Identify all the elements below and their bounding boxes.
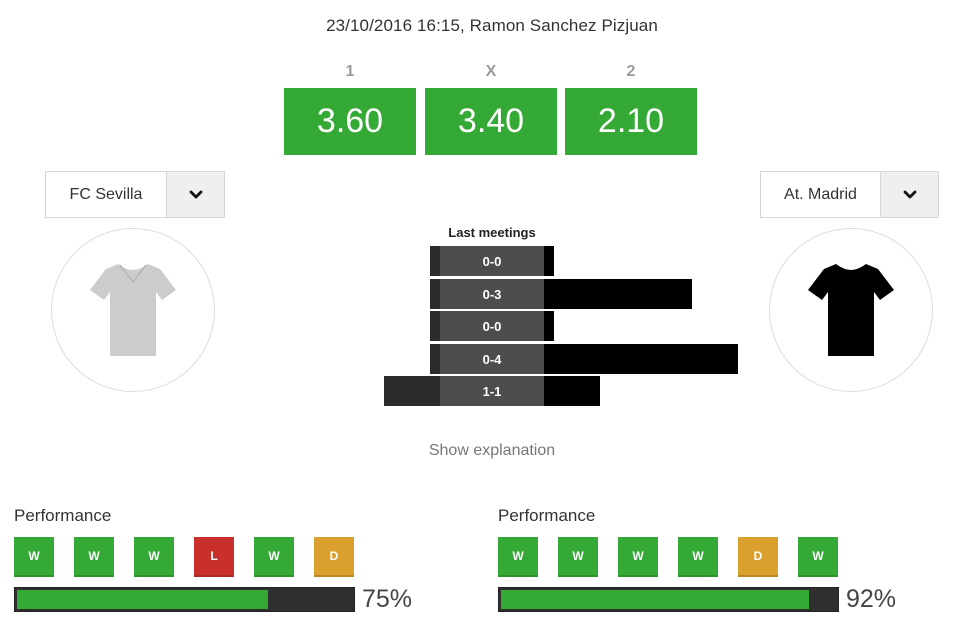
away-performance-fill <box>501 590 809 609</box>
home-performance-bar <box>14 587 355 612</box>
form-badge-w: W <box>134 537 174 577</box>
form-badge-w: W <box>618 537 658 577</box>
show-explanation-link[interactable]: Show explanation <box>428 442 556 459</box>
home-shirt-circle <box>51 228 215 392</box>
form-badge-d: D <box>314 537 354 577</box>
form-badge-w: W <box>558 537 598 577</box>
meeting-row: 0-0 <box>0 246 971 276</box>
home-performance-title: Performance <box>14 506 112 525</box>
form-badge-w: W <box>74 537 114 577</box>
match-info: 23/10/2016 16:15, Ramon Sanchez Pizjuan <box>326 16 658 35</box>
home-team-name: FC Sevilla <box>69 185 143 203</box>
away-team-dropdown-toggle[interactable] <box>880 172 938 217</box>
away-performance-bar <box>498 587 839 612</box>
away-shirt-circle <box>769 228 933 392</box>
form-badge-l: L <box>194 537 234 577</box>
meeting-score: 0-0 <box>440 246 544 276</box>
away-performance-title: Performance <box>498 506 596 525</box>
away-team-name: At. Madrid <box>784 185 857 203</box>
away-performance-percent: 92% <box>846 585 897 613</box>
odds-button-away[interactable]: 2.10 <box>565 88 697 155</box>
form-badge-w: W <box>798 537 838 577</box>
home-team-select[interactable]: FC Sevilla <box>45 171 225 218</box>
meeting-row: 0-3 <box>0 279 971 309</box>
away-team-select[interactable]: At. Madrid <box>760 171 939 218</box>
odds-label-home: 1 <box>345 63 355 80</box>
odds-button-home[interactable]: 3.60 <box>284 88 416 155</box>
odds-label-away: 2 <box>626 63 636 80</box>
meeting-row: 0-4 <box>0 344 971 374</box>
meeting-score: 1-1 <box>440 376 544 406</box>
chevron-down-icon <box>903 190 916 198</box>
home-team-dropdown-toggle[interactable] <box>166 172 224 217</box>
meeting-score: 0-0 <box>440 311 544 341</box>
form-badge-w: W <box>498 537 538 577</box>
odds-label-draw: X <box>485 63 497 80</box>
form-badge-w: W <box>678 537 718 577</box>
home-performance-percent: 75% <box>362 585 413 613</box>
form-badge-w: W <box>254 537 294 577</box>
home-shirt-icon <box>90 264 176 356</box>
meeting-row: 0-0 <box>0 311 971 341</box>
form-badge-w: W <box>14 537 54 577</box>
home-performance-fill <box>17 590 268 609</box>
last-meetings-title: Last meetings <box>448 225 536 240</box>
chevron-down-icon <box>189 190 202 198</box>
away-shirt-icon <box>808 264 894 356</box>
meeting-score: 0-4 <box>440 344 544 374</box>
odds-button-draw[interactable]: 3.40 <box>425 88 557 155</box>
form-badge-d: D <box>738 537 778 577</box>
meeting-row: 1-1 <box>0 376 971 406</box>
meeting-score: 0-3 <box>440 279 544 309</box>
